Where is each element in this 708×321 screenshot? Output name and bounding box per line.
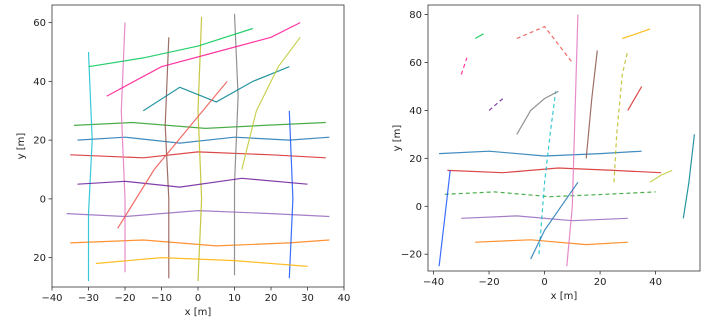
trajectory-line <box>461 215 628 222</box>
trajectory-line <box>649 169 673 183</box>
x-tick-label: 40 <box>338 293 351 304</box>
x-tick-label: 20 <box>594 277 607 288</box>
x-tick-label: 40 <box>649 277 662 288</box>
trajectory-line <box>474 33 484 40</box>
y-tick-label: −20 <box>401 250 422 261</box>
trajectory-line <box>516 25 573 63</box>
y-tick-label: 40 <box>409 106 422 117</box>
trajectory-line <box>622 28 651 40</box>
trajectory-line <box>475 239 628 246</box>
x-tick-label: 0 <box>541 277 547 288</box>
y-tick-label: 20 <box>409 154 422 165</box>
trajectory-line <box>87 51 93 282</box>
trajectory-line <box>117 81 228 229</box>
trajectory-line <box>439 150 642 157</box>
x-tick-label: −40 <box>423 277 444 288</box>
left-trajectory-chart: −40 −30 −20 −10 0 10 20 30 40 20 0 20 40 60 x [m] y [m] <box>16 4 351 318</box>
trajectory-line <box>77 136 330 144</box>
trajectory-line <box>438 170 451 267</box>
trajectory-line <box>530 181 579 260</box>
y-tick-label: 60 <box>409 58 422 69</box>
trajectory-line <box>288 110 294 279</box>
right-trajectory-chart: −40 −20 0 20 40 −20 0 20 40 60 80 x [m] y [m] <box>392 4 701 302</box>
trajectory-line <box>538 91 557 255</box>
trajectory-line <box>233 13 239 276</box>
trajectory-line <box>444 191 656 198</box>
trajectory-line <box>566 14 579 267</box>
y-axis-label: y [m] <box>16 133 27 160</box>
trajectory-line <box>66 209 330 218</box>
x-tick-label: −20 <box>479 277 500 288</box>
y-tick-label: 0 <box>40 194 46 205</box>
trajectory-line <box>70 239 330 247</box>
x-axis-label: x [m] <box>551 291 578 302</box>
trajectory-line <box>95 256 308 267</box>
x-tick-label: 0 <box>195 293 201 304</box>
trajectory-line <box>197 16 203 282</box>
trajectory-line <box>164 37 170 279</box>
trajectory-line <box>585 50 598 159</box>
y-tick-label: 80 <box>409 10 422 21</box>
trajectory-line <box>613 50 629 183</box>
trajectory-line <box>77 177 308 188</box>
y-tick-label: 60 <box>33 18 46 29</box>
y-tick-label: 40 <box>33 77 46 88</box>
plot-frame <box>427 4 701 272</box>
trajectory-line <box>142 66 290 112</box>
trajectory-line <box>88 27 253 68</box>
x-tick-label: −20 <box>114 293 135 304</box>
trajectory-line <box>627 86 643 111</box>
trajectory-line <box>682 134 695 219</box>
x-tick-label: 10 <box>228 293 241 304</box>
x-tick-label: 30 <box>301 293 314 304</box>
trajectory-line <box>516 90 559 135</box>
trajectory-line <box>120 22 126 273</box>
x-tick-label: −40 <box>41 293 62 304</box>
trajectory-line <box>447 167 662 174</box>
plot-area <box>438 14 695 267</box>
x-tick-label: −10 <box>151 293 172 304</box>
trajectory-line <box>460 57 468 75</box>
x-tick-label: 20 <box>265 293 278 304</box>
trajectory-line <box>241 36 301 170</box>
trajectory-line <box>70 151 326 159</box>
trajectory-line <box>73 121 326 130</box>
x-tick-label: −30 <box>78 293 99 304</box>
y-tick-label: 20 <box>33 253 46 264</box>
y-axis-label: y [m] <box>392 125 403 152</box>
trajectory-line <box>106 22 301 97</box>
plot-area <box>66 13 330 282</box>
trajectory-line <box>488 98 504 111</box>
y-tick-label: 20 <box>33 136 46 147</box>
y-tick-label: 0 <box>416 202 422 213</box>
x-axis-label: x [m] <box>185 307 212 318</box>
